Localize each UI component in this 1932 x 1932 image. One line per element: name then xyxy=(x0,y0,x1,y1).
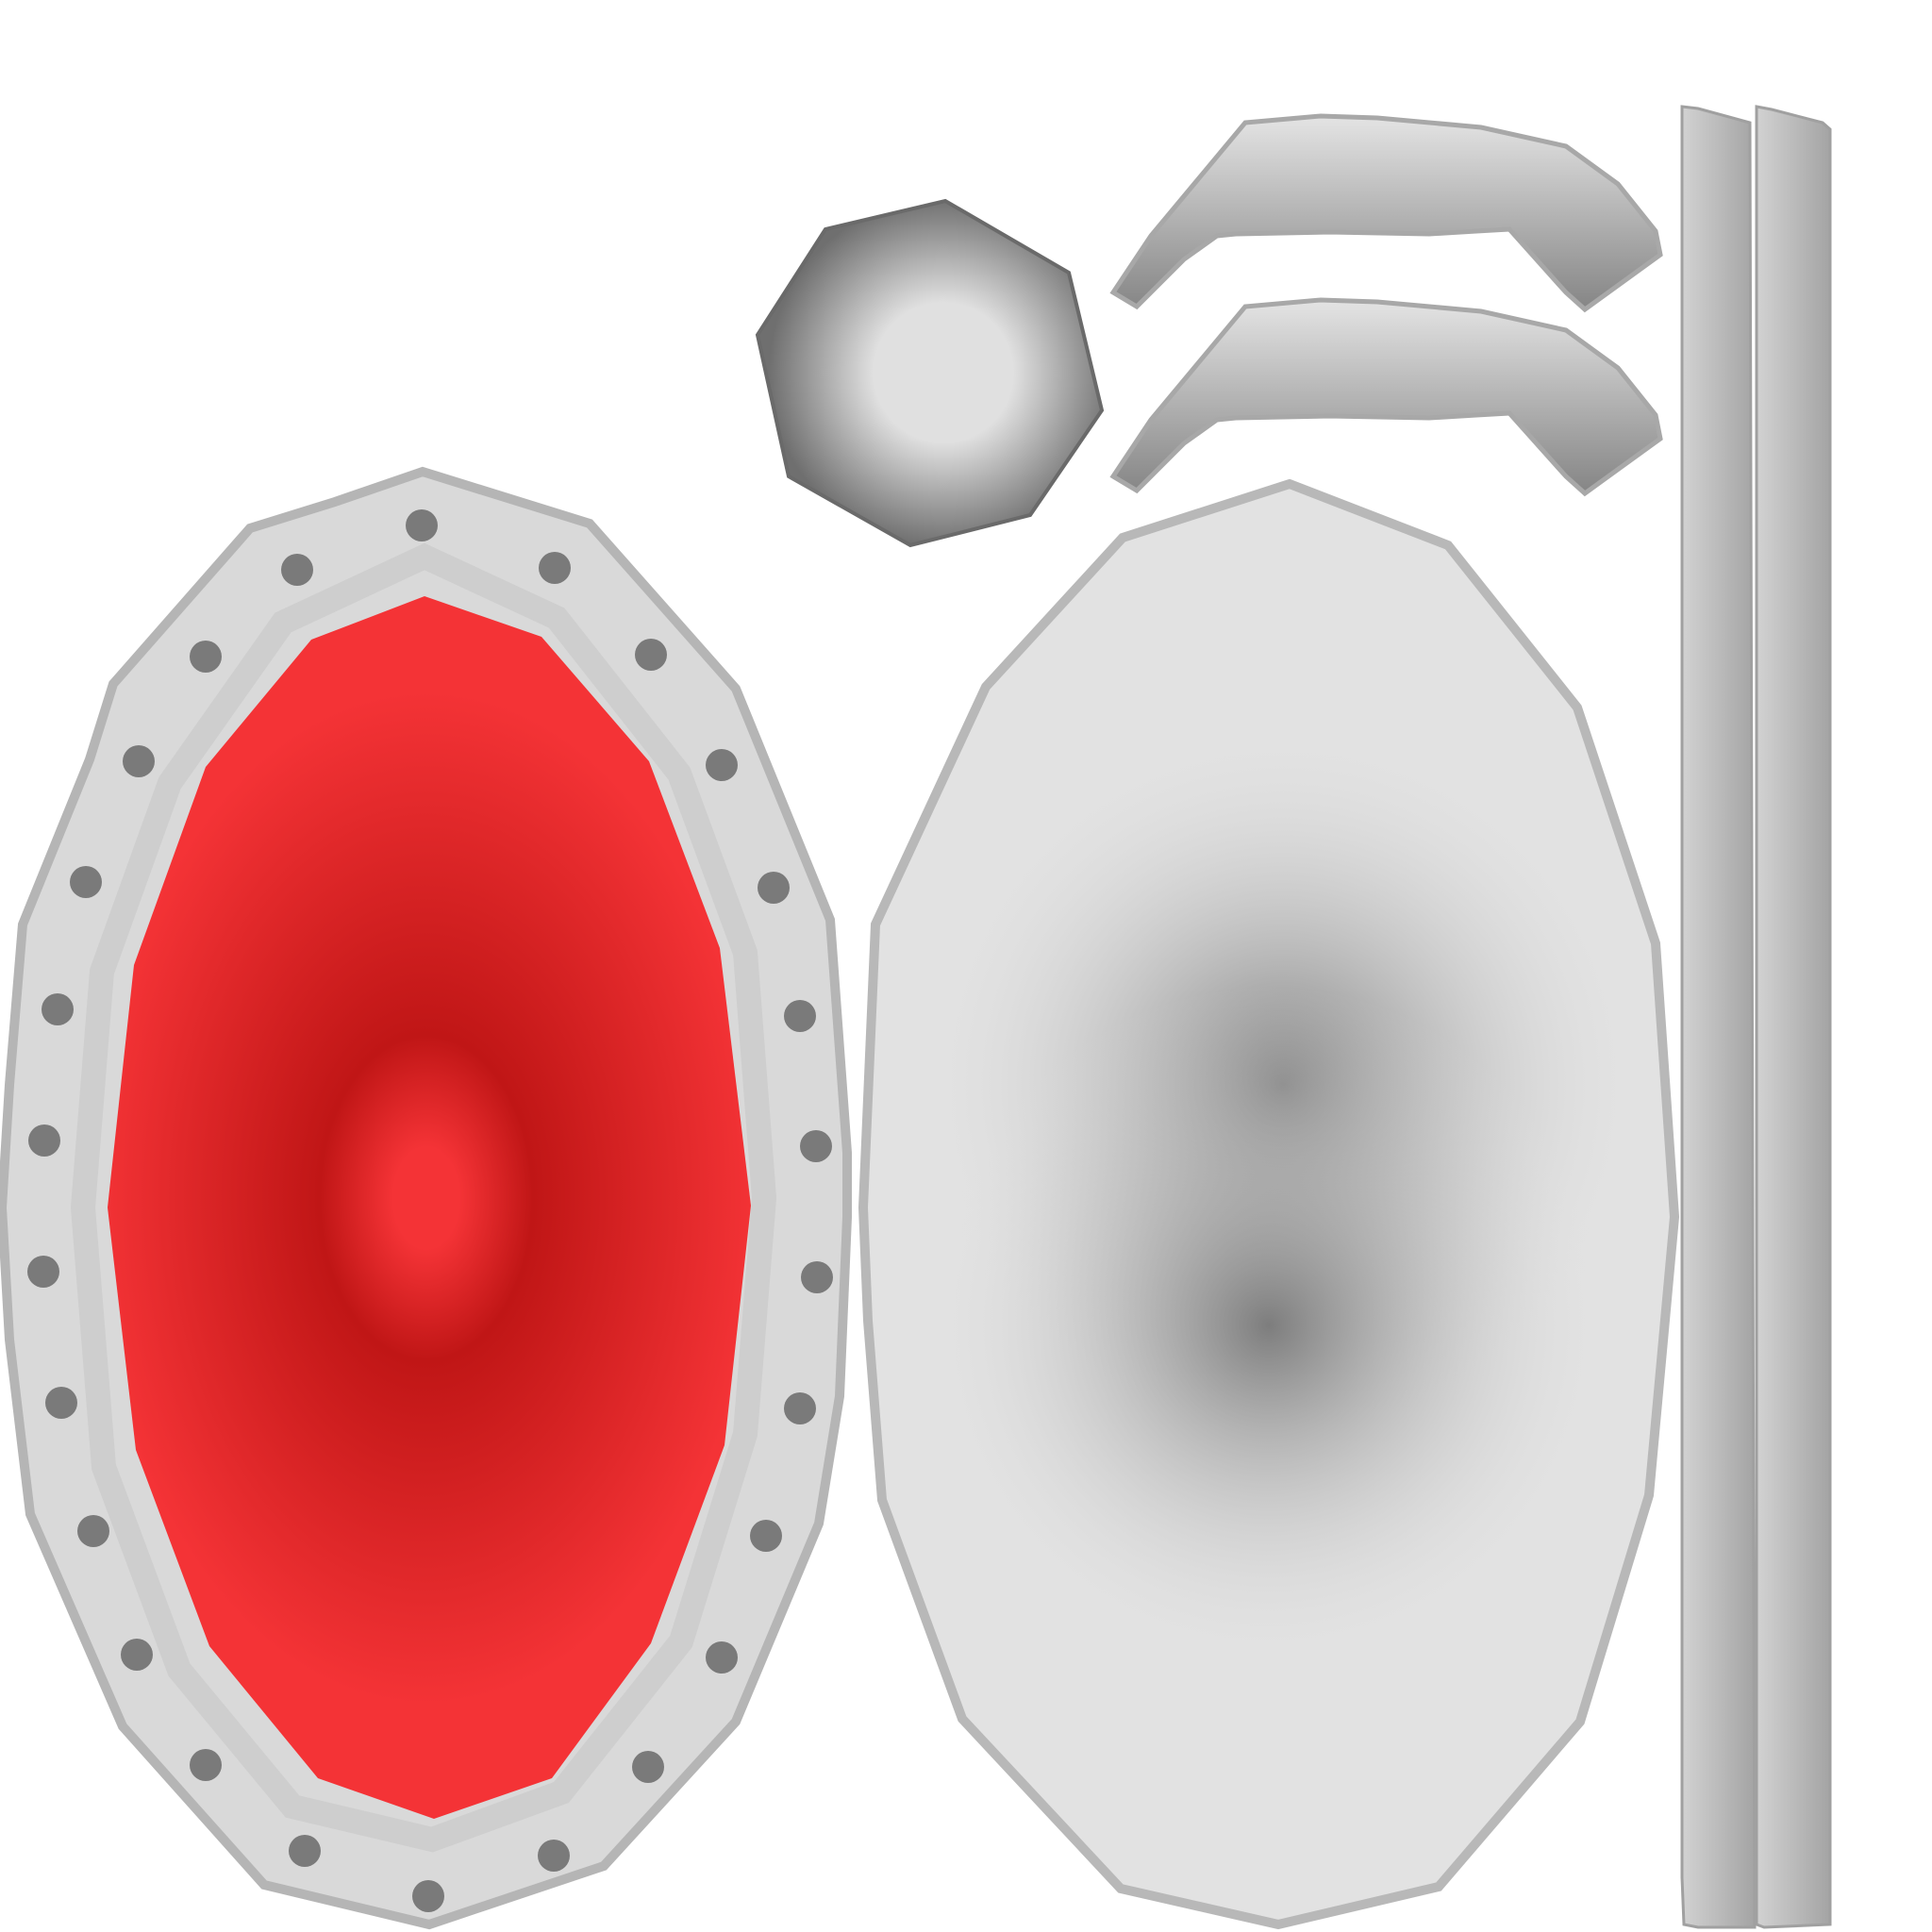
rivet xyxy=(281,554,313,586)
edge-bars-island xyxy=(1680,105,1832,1929)
edge-bar-right xyxy=(1755,105,1832,1929)
rivet xyxy=(45,1387,77,1419)
rivet xyxy=(538,1840,570,1872)
rivet xyxy=(289,1835,321,1867)
rivet xyxy=(190,1749,222,1781)
edge-bar-left xyxy=(1680,105,1757,1929)
rivet xyxy=(412,1880,444,1912)
rivet xyxy=(406,509,438,541)
rivet xyxy=(27,1256,59,1288)
shield-face xyxy=(108,596,751,1819)
rivet xyxy=(801,1261,833,1293)
handle-strap-upper xyxy=(1109,113,1663,313)
shield-back-shade-2 xyxy=(906,528,1641,1877)
rivet xyxy=(784,1000,816,1032)
shield-back-island xyxy=(858,478,1680,1930)
rivet xyxy=(758,872,790,904)
rivet xyxy=(635,639,667,671)
rivet xyxy=(190,641,222,673)
rivet xyxy=(706,749,738,781)
rivet xyxy=(800,1130,832,1162)
shield-front-island xyxy=(0,466,852,1930)
rivet xyxy=(77,1515,109,1547)
rivet xyxy=(539,552,571,584)
rivet xyxy=(28,1124,60,1157)
rivet xyxy=(784,1392,816,1424)
rivet xyxy=(70,866,102,898)
rivet xyxy=(632,1751,664,1783)
rivet xyxy=(121,1639,153,1671)
handle-straps-island xyxy=(1109,113,1663,497)
shield-boss xyxy=(755,198,1105,548)
handle-strap-lower xyxy=(1109,297,1663,497)
rivet xyxy=(706,1641,738,1674)
shield-rim-inner-shade xyxy=(70,542,777,1853)
rivet-group xyxy=(27,509,833,1912)
shield-boss-island xyxy=(755,198,1105,548)
rivet xyxy=(42,993,74,1025)
rivet xyxy=(123,745,155,777)
rivet xyxy=(750,1520,782,1552)
